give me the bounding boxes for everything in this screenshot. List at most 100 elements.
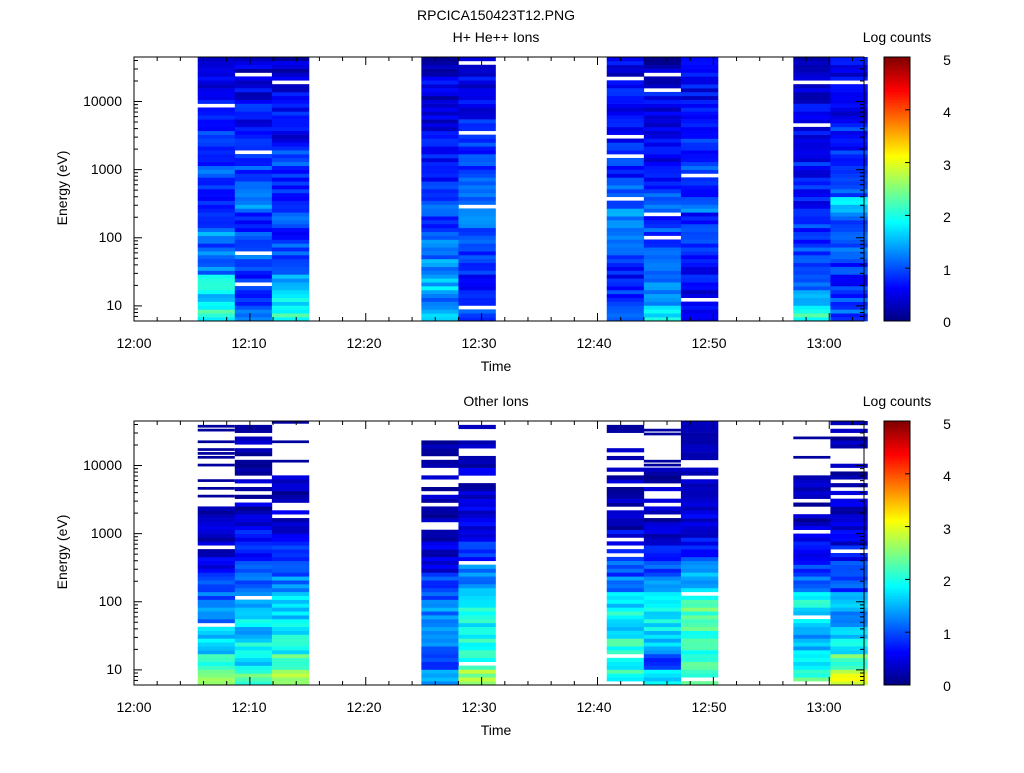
spectrogram-cell bbox=[234, 243, 273, 248]
spectrogram-cell bbox=[643, 123, 682, 128]
spectrogram-cell bbox=[606, 615, 645, 620]
x-tick-label: 12:10 bbox=[231, 335, 266, 351]
spectrogram-cell bbox=[643, 223, 682, 229]
spectrogram-cell bbox=[606, 521, 645, 527]
colorbar-segment bbox=[884, 468, 910, 472]
colorbar-segment bbox=[884, 571, 910, 575]
spectrogram-cell bbox=[830, 107, 868, 112]
spectrogram-cell bbox=[680, 634, 719, 639]
spectrogram-cell bbox=[830, 103, 868, 108]
spectrogram-cell bbox=[606, 529, 645, 534]
spectrogram-cell bbox=[606, 487, 645, 492]
spectrogram-cell bbox=[271, 653, 310, 659]
spectrogram-cell bbox=[830, 626, 868, 631]
spectrogram-cell bbox=[606, 305, 645, 310]
spectrogram-cell bbox=[793, 514, 831, 519]
colorbar-segment bbox=[884, 112, 910, 116]
spectrogram-cell bbox=[458, 587, 496, 593]
spectrogram-cell bbox=[793, 289, 831, 295]
colorbar-segment bbox=[884, 149, 910, 153]
spectrogram-cell bbox=[793, 91, 831, 97]
spectrogram-cell bbox=[271, 553, 310, 558]
spectrogram-cell bbox=[421, 107, 459, 112]
spectrogram-cell bbox=[458, 541, 496, 546]
spectrogram-cell bbox=[234, 541, 273, 546]
spectrogram-cell bbox=[680, 533, 719, 538]
spectrogram-cell bbox=[458, 467, 496, 472]
colorbar-segment bbox=[884, 154, 910, 158]
spectrogram-cell bbox=[643, 177, 682, 182]
spectrogram-cell bbox=[606, 630, 645, 635]
spectrogram-cell bbox=[793, 68, 831, 73]
spectrogram-cell bbox=[197, 111, 236, 116]
spectrogram-cell bbox=[830, 584, 868, 589]
spectrogram-cell bbox=[643, 564, 682, 569]
spectrogram-cell bbox=[458, 68, 496, 73]
spectrogram-cell bbox=[197, 576, 236, 581]
spectrogram-cell bbox=[680, 88, 719, 93]
spectrogram-cell bbox=[458, 595, 496, 600]
spectrogram-cell bbox=[643, 95, 682, 101]
spectrogram-cell bbox=[793, 266, 831, 271]
spectrogram-cell bbox=[197, 619, 236, 624]
spectrogram-cell bbox=[606, 60, 645, 66]
spectrogram-cell bbox=[421, 255, 459, 260]
spectrogram-cell bbox=[197, 494, 235, 498]
colorbar-segment bbox=[884, 233, 910, 237]
spectrogram-cell bbox=[606, 665, 645, 670]
spectrogram-cell bbox=[197, 119, 236, 124]
spectrogram-cell bbox=[197, 455, 235, 459]
spectrogram-cell bbox=[458, 483, 496, 488]
spectrogram-cell bbox=[606, 475, 645, 480]
spectrogram-cell bbox=[271, 669, 310, 674]
x-tick-labels: 12:00 12:10 12:20 12:30 12:40 12:50 13:0… bbox=[116, 335, 841, 351]
spectrogram-cell bbox=[234, 607, 273, 612]
spectrogram-cell bbox=[234, 572, 273, 577]
spectrogram-cell bbox=[606, 142, 645, 147]
spectrogram-cell bbox=[830, 185, 868, 190]
spectrogram-cell bbox=[680, 126, 719, 132]
spectrogram-cell bbox=[458, 657, 496, 663]
spectrogram-cell bbox=[643, 459, 681, 463]
spectrogram-cell bbox=[271, 309, 310, 314]
spectrogram-cell bbox=[793, 521, 831, 527]
colorbar-segment bbox=[884, 650, 910, 654]
spectrogram-cell bbox=[830, 665, 868, 670]
spectrogram-cell bbox=[234, 64, 273, 69]
spectrogram-cell bbox=[271, 169, 310, 174]
colorbar-segment bbox=[884, 136, 910, 140]
spectrogram-cell bbox=[830, 138, 868, 143]
colorbar-segment bbox=[884, 674, 910, 678]
spectrogram-cell bbox=[793, 64, 831, 69]
spectrogram-cell bbox=[421, 192, 459, 198]
spectrogram-cell bbox=[271, 177, 310, 182]
spectrogram-cell bbox=[643, 282, 682, 287]
spectrogram-cell bbox=[197, 673, 236, 678]
spectrogram-cell bbox=[271, 677, 310, 682]
spectrogram-cell bbox=[830, 286, 868, 291]
panel-title: Other Ions bbox=[463, 393, 528, 409]
spectrogram-cell bbox=[643, 57, 682, 62]
spectrogram-cell bbox=[643, 60, 682, 66]
spectrogram-cell bbox=[234, 615, 273, 620]
spectrogram-cell bbox=[234, 448, 273, 453]
spectrogram-cell bbox=[271, 161, 310, 167]
spectrogram-cell bbox=[680, 595, 719, 600]
spectrogram-cell bbox=[680, 494, 719, 499]
spectrogram-cell bbox=[234, 471, 273, 476]
spectrogram-cell bbox=[197, 200, 236, 205]
spectrogram-cell bbox=[680, 603, 719, 608]
spectrogram-cell bbox=[680, 521, 719, 527]
colorbar-segment bbox=[884, 191, 910, 195]
colorbar-segment bbox=[884, 547, 910, 551]
colorbar-segment bbox=[884, 600, 910, 604]
spectrogram-cell bbox=[197, 60, 236, 66]
spectrogram-cell bbox=[830, 293, 868, 299]
spectrogram-cell bbox=[458, 622, 496, 628]
spectrogram-cell bbox=[421, 72, 459, 77]
x-tick-label: 12:10 bbox=[231, 699, 266, 715]
spectrogram-cell bbox=[680, 204, 719, 209]
spectrogram-cell bbox=[680, 64, 719, 69]
spectrogram-cell bbox=[793, 576, 831, 581]
spectrogram-cell bbox=[197, 196, 236, 201]
